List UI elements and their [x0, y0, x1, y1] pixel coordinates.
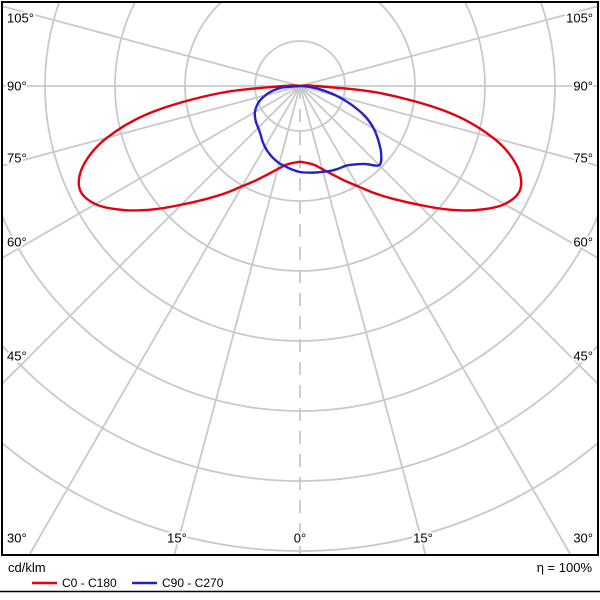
angle-label-left: 30° [7, 531, 27, 546]
angle-label-right: 105° [566, 11, 593, 26]
angle-label-left: 60° [7, 235, 27, 250]
angle-label-right: 60° [573, 235, 593, 250]
legend: cd/klm C0 - C180 C90 - C270 η = 100% [0, 560, 600, 593]
intensity-curves [77, 84, 523, 212]
grid-radial [299, 85, 597, 259]
grid-radial [3, 85, 301, 259]
grid-radial [3, 5, 301, 87]
angle-label-left: 90° [7, 79, 27, 94]
angle-labels: 105° 90° 75° 60° 45° 30° 105° 90° 75° 60° 45° 30° 15… [5, 9, 595, 548]
grid-radial [299, 85, 427, 554]
grid-radial [3, 85, 301, 167]
angle-label-bottom: 15° [167, 531, 187, 546]
efficiency-label: η = 100% [537, 560, 593, 575]
angle-label-bottom: 0° [294, 531, 306, 546]
grid-radial [299, 85, 597, 385]
legend-label-c0-c180: C0 - C180 [62, 576, 117, 590]
grid-radial [299, 85, 572, 554]
legend-label-c90-c270: C90 - C270 [162, 576, 224, 590]
angle-label-right: 30° [573, 531, 593, 546]
angle-label-right: 45° [573, 349, 593, 364]
curve-c0-c180 [77, 84, 523, 212]
angle-label-right: 75° [573, 151, 593, 166]
angle-label-left: 45° [7, 349, 27, 364]
grid-radial [28, 85, 301, 554]
grid-radial [299, 5, 597, 87]
angle-label-left: 105° [7, 11, 34, 26]
angle-label-right: 90° [573, 79, 593, 94]
grid-radial [3, 85, 301, 385]
unit-label: cd/klm [8, 560, 46, 575]
curve-c90-c270 [253, 84, 383, 174]
angle-label-left: 75° [7, 151, 27, 166]
angle-label-bottom: 15° [413, 531, 433, 546]
grid-radial [173, 85, 301, 554]
grid-radial [299, 85, 597, 167]
